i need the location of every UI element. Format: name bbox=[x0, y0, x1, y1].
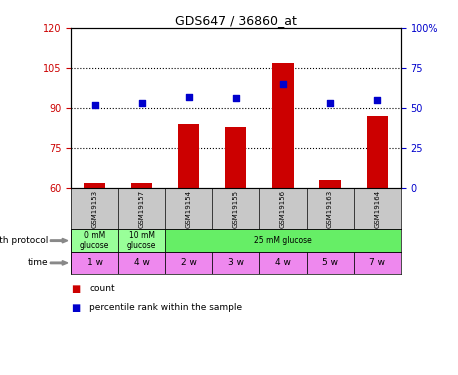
Point bbox=[232, 96, 240, 102]
Text: 7 w: 7 w bbox=[369, 258, 385, 267]
Bar bbox=[273, 63, 294, 188]
Bar bbox=[118, 252, 165, 274]
Bar bbox=[178, 124, 199, 188]
Text: ■: ■ bbox=[71, 303, 80, 312]
Bar bbox=[320, 180, 341, 188]
Text: 4 w: 4 w bbox=[275, 258, 291, 267]
Text: GSM19153: GSM19153 bbox=[92, 190, 98, 228]
Text: 4 w: 4 w bbox=[134, 258, 150, 267]
Point bbox=[138, 100, 145, 106]
Text: 5 w: 5 w bbox=[322, 258, 338, 267]
Point bbox=[374, 97, 381, 103]
Point bbox=[91, 102, 98, 108]
Text: ■: ■ bbox=[71, 284, 80, 294]
Text: 0 mM
glucose: 0 mM glucose bbox=[80, 231, 109, 250]
Bar bbox=[259, 252, 306, 274]
Text: time: time bbox=[27, 258, 48, 267]
Text: growth protocol: growth protocol bbox=[0, 236, 48, 245]
Bar bbox=[71, 252, 118, 274]
Text: 1 w: 1 w bbox=[87, 258, 103, 267]
Bar bbox=[131, 183, 152, 188]
Point bbox=[279, 81, 287, 87]
Text: percentile rank within the sample: percentile rank within the sample bbox=[89, 303, 242, 312]
Text: GSM19163: GSM19163 bbox=[327, 189, 333, 228]
Bar bbox=[354, 252, 401, 274]
Bar bbox=[165, 252, 213, 274]
Bar bbox=[71, 229, 118, 252]
Text: GSM19157: GSM19157 bbox=[139, 190, 145, 228]
Bar bbox=[213, 252, 259, 274]
Text: 2 w: 2 w bbox=[181, 258, 196, 267]
Text: 10 mM
glucose: 10 mM glucose bbox=[127, 231, 156, 250]
Text: GSM19155: GSM19155 bbox=[233, 190, 239, 228]
Text: GSM19164: GSM19164 bbox=[374, 190, 380, 228]
Point bbox=[185, 94, 192, 100]
Bar bbox=[84, 183, 105, 188]
Text: 3 w: 3 w bbox=[228, 258, 244, 267]
Bar bbox=[225, 127, 246, 188]
Text: GSM19154: GSM19154 bbox=[186, 190, 192, 228]
Text: 25 mM glucose: 25 mM glucose bbox=[254, 236, 312, 245]
Text: count: count bbox=[89, 284, 115, 293]
Bar bbox=[118, 229, 165, 252]
Bar bbox=[306, 252, 354, 274]
Text: GSM19156: GSM19156 bbox=[280, 190, 286, 228]
Bar bbox=[366, 116, 388, 188]
Bar bbox=[165, 229, 401, 252]
Title: GDS647 / 36860_at: GDS647 / 36860_at bbox=[175, 14, 297, 27]
Point bbox=[327, 100, 334, 106]
